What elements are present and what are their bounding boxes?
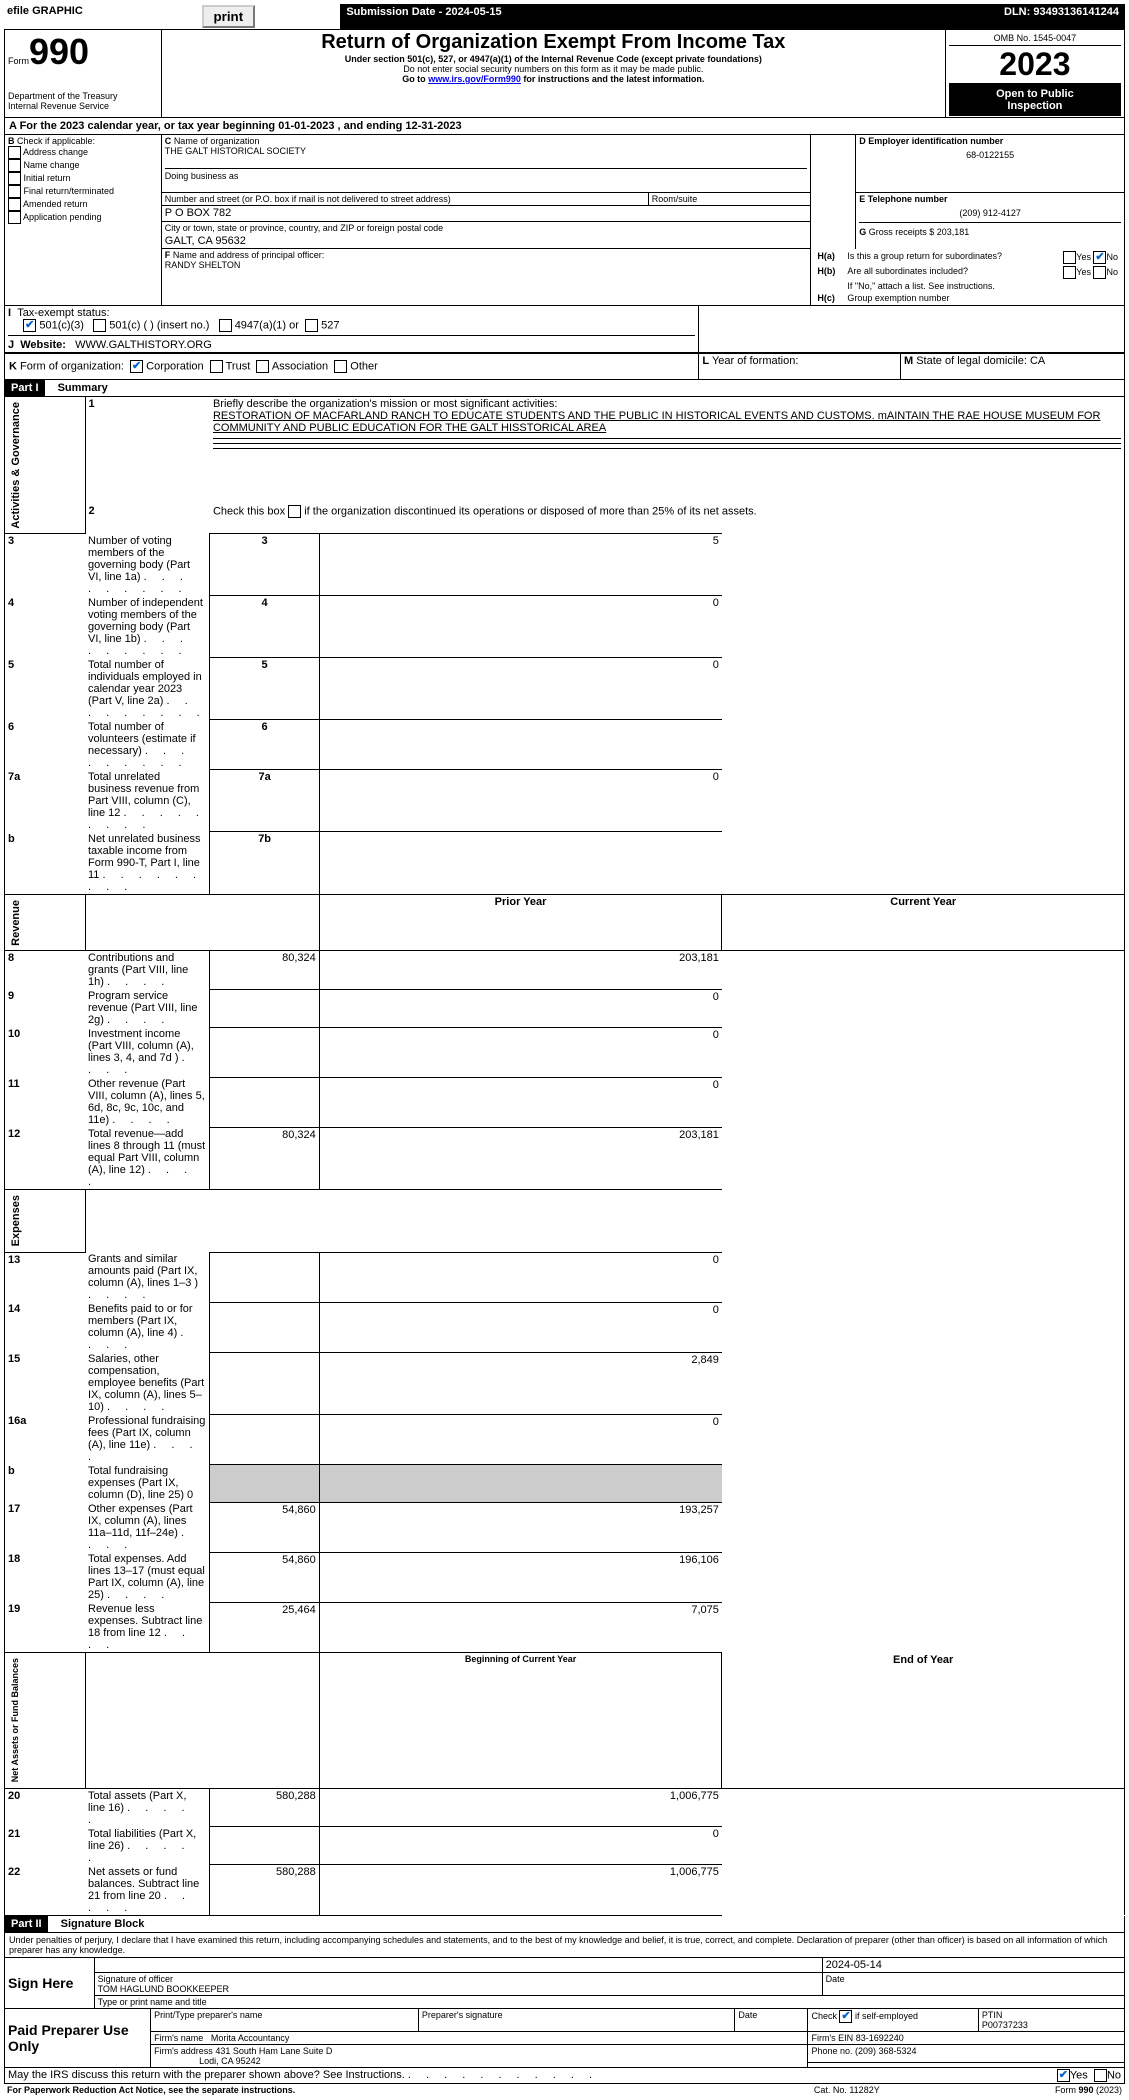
subtitle3: Go to www.irs.gov/Form990 for instructio… — [165, 74, 942, 84]
form-label: Form — [8, 56, 29, 66]
corp-checkbox[interactable]: ✔ — [130, 360, 143, 373]
inspection1: Open to Public — [953, 88, 1117, 100]
section-expenses: Expenses — [8, 1191, 24, 1250]
tax-status-block: I Tax-exempt status: ✔ 501(c)(3) 501(c) … — [4, 306, 1125, 353]
boxb-item[interactable]: Amended return — [8, 198, 158, 211]
discuss-no-checkbox[interactable] — [1094, 2069, 1107, 2082]
klm-block: K Form of organization: ✔ Corporation Tr… — [4, 353, 1125, 380]
footer: For Paperwork Reduction Act Notice, see … — [4, 2084, 1125, 2096]
mission-text: RESTORATION OF MACFARLAND RANCH TO EDUCA… — [213, 410, 1100, 434]
net-row: 21Total liabilities (Part X, line 26) . … — [5, 1827, 1125, 1865]
dept-label: Department of the Treasury — [8, 91, 158, 101]
signer-name: TOM HAGLUND BOOKKEEPER — [98, 1984, 229, 1994]
preparer-block: Paid Preparer Use Only Print/Type prepar… — [4, 2009, 1125, 2068]
ptin: P00737233 — [982, 2020, 1028, 2030]
subtitle1: Under section 501(c), 527, or 4947(a)(1)… — [165, 54, 942, 64]
net-row: 20Total assets (Part X, line 16) . . . .… — [5, 1788, 1125, 1827]
net-row: 22Net assets or fund balances. Subtract … — [5, 1865, 1125, 1916]
exp-row: bTotal fundraising expenses (Part IX, co… — [5, 1464, 1125, 1502]
exp-row: 15Salaries, other compensation, employee… — [5, 1352, 1125, 1414]
irs-link[interactable]: www.irs.gov/Form990 — [428, 74, 521, 84]
527-checkbox[interactable] — [305, 319, 318, 332]
boxb-item[interactable]: Initial return — [8, 172, 158, 185]
exp-row: 16aProfessional fundraising fees (Part I… — [5, 1414, 1125, 1464]
summary-table: Activities & Governance 1 Briefly descri… — [4, 396, 1125, 1916]
gov-row: 7aTotal unrelated business revenue from … — [5, 770, 1125, 832]
self-employed-checkbox[interactable]: ✔ — [839, 2010, 852, 2023]
gov-row: 4Number of independent voting members of… — [5, 596, 1125, 658]
rev-row: 12Total revenue—add lines 8 through 11 (… — [5, 1127, 1125, 1190]
submission-date: Submission Date - 2024-05-15 — [340, 4, 788, 29]
q2-checkbox[interactable] — [288, 505, 301, 518]
firm-name: Morita Accountancy — [211, 2033, 290, 2043]
boxb-item[interactable]: Application pending — [8, 211, 158, 224]
gov-row: 6Total number of volunteers (estimate if… — [5, 720, 1125, 770]
omb-label: OMB No. 1545-0047 — [949, 31, 1121, 46]
website: WWW.GALTHISTORY.ORG — [75, 339, 212, 351]
section-governance: Activities & Governance — [8, 398, 24, 533]
boxb-item[interactable]: Address change — [8, 146, 158, 159]
firm-ein: 83-1692240 — [856, 2033, 904, 2043]
sign-date: 2024-05-14 — [822, 1958, 1124, 1973]
section-netassets: Net Assets or Fund Balances — [8, 1654, 22, 1786]
other-checkbox[interactable] — [334, 360, 347, 373]
subtitle2: Do not enter social security numbers on … — [165, 64, 942, 74]
boxb-item[interactable]: Final return/terminated — [8, 185, 158, 198]
domicile: CA — [1030, 355, 1045, 367]
irs-label: Internal Revenue Service — [8, 101, 158, 111]
form-header: Form990 Department of the Treasury Inter… — [4, 29, 1125, 118]
org-name: THE GALT HISTORICAL SOCIETY — [165, 146, 306, 156]
ha-yes-checkbox[interactable] — [1063, 251, 1076, 264]
hb-yes-checkbox[interactable] — [1063, 266, 1076, 279]
hb-no-checkbox[interactable] — [1093, 266, 1106, 279]
sign-block: Sign Here 2024-05-14 Signature of office… — [4, 1958, 1125, 2009]
exp-row: 17Other expenses (Part IX, column (A), l… — [5, 1502, 1125, 1552]
efile-label: efile GRAPHIC — [4, 4, 199, 29]
gov-row: 5Total number of individuals employed in… — [5, 658, 1125, 720]
rev-row: 9Program service revenue (Part VIII, lin… — [5, 989, 1125, 1027]
exp-row: 14Benefits paid to or for members (Part … — [5, 1302, 1125, 1352]
form-number: 990 — [29, 31, 89, 72]
ein: 68-0122155 — [859, 146, 1121, 164]
firm-phone: (209) 368-5324 — [855, 2046, 917, 2056]
tax-year: 2023 — [949, 46, 1121, 83]
assoc-checkbox[interactable] — [256, 360, 269, 373]
officer-name: RANDY SHELTON — [165, 260, 241, 270]
exp-row: 19Revenue less expenses. Subtract line 1… — [5, 1602, 1125, 1653]
dln-label: DLN: 93493136141244 — [789, 4, 1125, 29]
perjury-text: Under penalties of perjury, I declare th… — [4, 1932, 1125, 1958]
city: GALT, CA 95632 — [162, 234, 811, 248]
boxb-item[interactable]: Name change — [8, 159, 158, 172]
info-block: B Check if applicable: Address change Na… — [4, 135, 1125, 306]
rev-row: 10Investment income (Part VIII, column (… — [5, 1027, 1125, 1077]
ha-no-checkbox[interactable]: ✔ — [1093, 251, 1106, 264]
rev-row: 8Contributions and grants (Part VIII, li… — [5, 951, 1125, 990]
trust-checkbox[interactable] — [210, 360, 223, 373]
501c3-checkbox[interactable]: ✔ — [23, 319, 36, 332]
print-button[interactable]: print — [202, 5, 256, 28]
exp-row: 13Grants and similar amounts paid (Part … — [5, 1252, 1125, 1302]
exp-row: 18Total expenses. Add lines 13–17 (must … — [5, 1552, 1125, 1602]
4947-checkbox[interactable] — [219, 319, 232, 332]
inspection2: Inspection — [953, 100, 1117, 112]
gross-receipts: 203,181 — [937, 227, 970, 237]
gov-row: bNet unrelated business taxable income f… — [5, 832, 1125, 894]
part1-header: Part I Summary — [4, 380, 1125, 396]
firm-addr1: 431 South Ham Lane Suite D — [215, 2046, 332, 2056]
line-a: A For the 2023 calendar year, or tax yea… — [4, 118, 1125, 135]
section-revenue: Revenue — [8, 896, 24, 950]
form-title: Return of Organization Exempt From Incom… — [165, 31, 942, 54]
501c-checkbox[interactable] — [93, 319, 106, 332]
discuss-yes-checkbox[interactable]: ✔ — [1057, 2069, 1070, 2082]
phone: (209) 912-4127 — [859, 204, 1121, 222]
check-list: Address change Name change Initial retur… — [8, 146, 158, 224]
part2-header: Part II Signature Block — [4, 1916, 1125, 1932]
gov-row: 3Number of voting members of the governi… — [5, 534, 1125, 596]
street: P O BOX 782 — [162, 206, 811, 222]
discuss-row: May the IRS discuss this return with the… — [4, 2068, 1125, 2084]
rev-row: 11Other revenue (Part VIII, column (A), … — [5, 1077, 1125, 1127]
topbar: efile GRAPHIC print Submission Date - 20… — [4, 4, 1125, 29]
